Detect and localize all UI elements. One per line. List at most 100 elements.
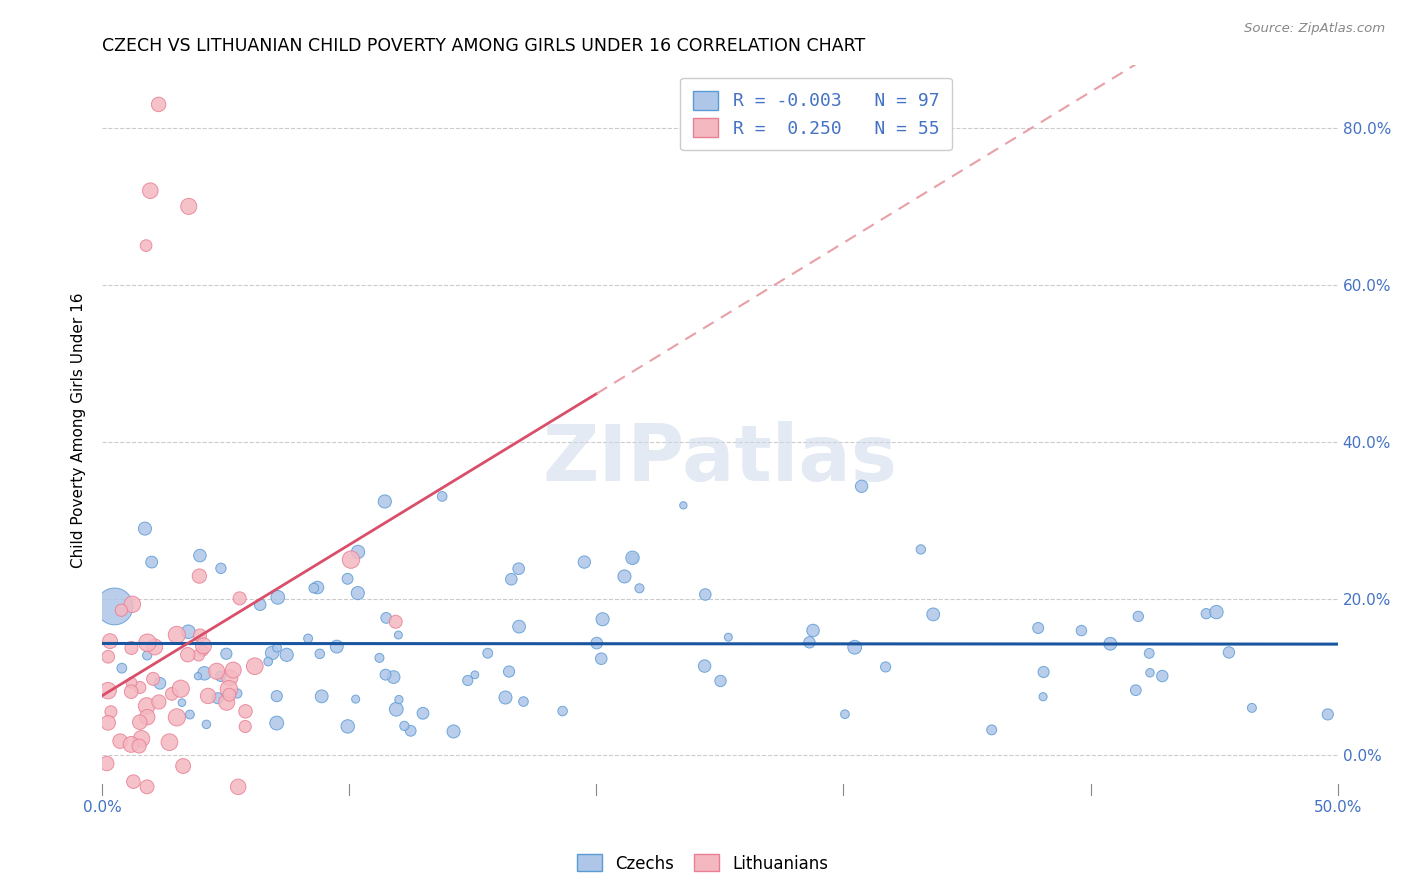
Point — [613, 569, 636, 583]
Point — [374, 667, 396, 681]
Point — [129, 681, 152, 695]
Point — [191, 643, 214, 657]
Point — [111, 661, 134, 675]
Point — [215, 647, 238, 661]
Point — [197, 689, 219, 703]
Point — [297, 632, 319, 646]
Point — [302, 581, 325, 595]
Point — [166, 710, 188, 724]
Point — [177, 199, 200, 213]
Point — [1026, 621, 1049, 635]
Point — [149, 676, 172, 690]
Point — [97, 683, 120, 698]
Point — [249, 598, 271, 612]
Point — [128, 715, 150, 730]
Point — [621, 551, 644, 566]
Point — [591, 651, 613, 665]
Point — [368, 651, 391, 665]
Point — [159, 735, 181, 749]
Point — [131, 731, 153, 746]
Point — [97, 649, 120, 664]
Point — [233, 719, 256, 733]
Point — [1032, 690, 1054, 704]
Y-axis label: Child Poverty Among Girls Under 16: Child Poverty Among Girls Under 16 — [72, 293, 86, 567]
Point — [135, 238, 157, 252]
Point — [340, 552, 363, 566]
Point — [276, 648, 298, 662]
Point — [257, 655, 280, 669]
Point — [193, 639, 215, 653]
Point — [430, 490, 453, 504]
Point — [1240, 701, 1263, 715]
Point — [695, 587, 717, 601]
Point — [980, 723, 1002, 737]
Point — [844, 640, 866, 655]
Point — [142, 672, 165, 686]
Point — [243, 659, 266, 673]
Point — [1070, 624, 1092, 638]
Point — [693, 659, 716, 673]
Point — [166, 628, 188, 642]
Point — [103, 599, 125, 614]
Point — [98, 634, 121, 648]
Legend: Czechs, Lithuanians: Czechs, Lithuanians — [571, 847, 835, 880]
Point — [1205, 605, 1227, 619]
Point — [226, 780, 249, 794]
Point — [851, 479, 873, 493]
Point — [120, 684, 142, 698]
Point — [139, 184, 162, 198]
Point — [336, 572, 359, 586]
Point — [235, 704, 257, 718]
Point — [215, 695, 238, 709]
Point — [592, 612, 614, 626]
Point — [375, 611, 398, 625]
Point — [875, 660, 897, 674]
Point — [1152, 669, 1174, 683]
Point — [228, 591, 250, 606]
Point — [585, 636, 607, 650]
Point — [136, 710, 159, 724]
Point — [922, 607, 945, 622]
Point — [498, 665, 520, 679]
Text: ZIPatlas: ZIPatlas — [543, 421, 897, 497]
Point — [384, 615, 406, 629]
Point — [1125, 683, 1147, 698]
Point — [326, 640, 349, 654]
Point — [177, 648, 200, 662]
Point — [122, 774, 145, 789]
Point — [108, 734, 131, 748]
Point — [188, 628, 211, 642]
Point — [709, 673, 731, 688]
Point — [148, 695, 170, 709]
Point — [387, 628, 409, 642]
Point — [222, 663, 245, 677]
Point — [551, 704, 574, 718]
Point — [501, 572, 523, 586]
Point — [209, 669, 232, 683]
Point — [1218, 645, 1240, 659]
Point — [385, 702, 408, 716]
Point — [311, 690, 333, 704]
Point — [799, 635, 821, 649]
Point — [218, 671, 240, 685]
Point — [910, 542, 932, 557]
Text: Source: ZipAtlas.com: Source: ZipAtlas.com — [1244, 22, 1385, 36]
Point — [508, 562, 530, 576]
Point — [1099, 637, 1122, 651]
Point — [267, 591, 290, 605]
Point — [412, 706, 434, 721]
Point — [120, 640, 142, 655]
Point — [141, 555, 163, 569]
Point — [801, 624, 824, 638]
Point — [148, 97, 170, 112]
Point — [205, 665, 228, 679]
Point — [508, 620, 530, 634]
Point — [457, 673, 479, 688]
Point — [834, 707, 856, 722]
Point — [218, 688, 240, 702]
Point — [121, 676, 143, 690]
Point — [374, 494, 396, 508]
Point — [495, 690, 517, 705]
Point — [193, 666, 215, 681]
Point — [443, 724, 465, 739]
